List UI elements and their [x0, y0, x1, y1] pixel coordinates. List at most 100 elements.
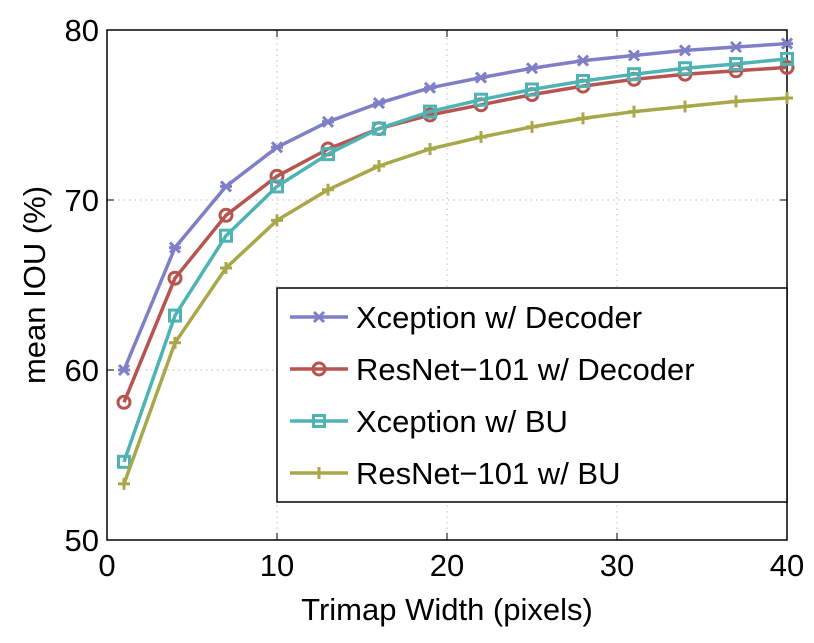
marker-plus — [313, 467, 325, 479]
marker-square — [270, 179, 284, 194]
marker-plus — [169, 336, 181, 349]
square-marker — [423, 104, 437, 119]
plus-marker — [475, 131, 487, 144]
star-marker — [219, 180, 233, 193]
series-group — [116, 37, 795, 490]
square-marker — [678, 61, 692, 76]
marker-circle — [311, 361, 327, 377]
marker-square — [321, 147, 335, 162]
marker-plus — [730, 95, 742, 108]
marker-square — [780, 51, 794, 66]
plus-marker — [118, 477, 130, 490]
star-marker — [576, 54, 590, 67]
x-tick-label: 10 — [260, 548, 294, 583]
star-marker — [321, 115, 335, 128]
marker-x-star — [312, 310, 326, 324]
plus-marker — [679, 100, 691, 113]
marker-plus — [118, 477, 130, 490]
y-tick-label: 50 — [65, 523, 99, 558]
marker-x-star — [525, 62, 539, 75]
y-tick-label: 70 — [65, 183, 99, 218]
marker-plus — [577, 112, 589, 125]
marker-x-star — [627, 49, 641, 62]
legend-label: Xception w/ Decoder — [356, 300, 642, 335]
marker-square — [372, 121, 386, 136]
x-tick-label: 20 — [430, 548, 464, 583]
plus-marker — [220, 262, 232, 274]
marker-square — [423, 104, 437, 119]
square-marker — [525, 82, 539, 97]
legend-entry: ResNet−101 w/ BU — [290, 456, 620, 491]
plus-marker — [730, 95, 742, 108]
marker-square — [678, 61, 692, 76]
axis-ticks: 0 10 20 30 40 50 60 70 80 — [65, 13, 805, 583]
series-line — [122, 65, 788, 403]
marker-x-star — [219, 180, 233, 193]
plus-marker — [424, 143, 436, 155]
marker-x-star — [168, 241, 182, 254]
star-marker — [372, 97, 386, 110]
marker-plus — [781, 92, 793, 104]
series-4 — [118, 92, 793, 490]
square-marker — [372, 121, 386, 136]
square-marker — [168, 308, 182, 323]
star-marker — [312, 310, 326, 324]
marker-square — [525, 82, 539, 97]
plus-marker — [526, 120, 538, 133]
marker-x-star — [117, 363, 131, 377]
square-marker — [729, 57, 743, 71]
legend-entry: Xception w/ BU — [290, 404, 568, 439]
star-marker — [627, 49, 641, 62]
star-marker — [780, 37, 794, 50]
plus-marker — [271, 214, 283, 227]
square-marker — [312, 414, 326, 428]
marker-x-star — [576, 54, 590, 67]
marker-square — [117, 454, 131, 469]
square-marker — [270, 179, 284, 194]
square-marker — [576, 74, 590, 88]
marker-x-star — [729, 40, 743, 54]
square-marker — [321, 147, 335, 162]
square-marker — [780, 51, 794, 66]
marker-x-star — [423, 81, 437, 94]
star-marker — [423, 81, 437, 94]
circle-marker — [218, 207, 234, 223]
star-marker — [525, 62, 539, 75]
star-marker — [270, 141, 284, 154]
marker-x-star — [780, 37, 794, 50]
marker-plus — [220, 262, 232, 274]
series-line — [122, 41, 788, 371]
star-marker — [168, 241, 182, 254]
marker-square — [219, 228, 233, 243]
legend-entry: Xception w/ Decoder — [290, 300, 642, 335]
star-marker — [729, 40, 743, 54]
legend-entry: ResNet−101 w/ Decoder — [290, 352, 695, 387]
marker-square — [474, 92, 488, 107]
x-tick-label: 0 — [98, 548, 115, 583]
plus-marker — [781, 92, 793, 104]
marker-plus — [526, 120, 538, 133]
plus-marker — [169, 336, 181, 349]
series-line — [122, 57, 788, 463]
square-marker — [627, 67, 641, 82]
legend-label: Xception w/ BU — [356, 404, 568, 439]
plus-marker — [322, 183, 334, 196]
x-tick-label: 30 — [600, 548, 634, 583]
circle-marker — [779, 59, 795, 75]
plus-marker — [577, 112, 589, 125]
marker-square — [576, 74, 590, 88]
y-tick-label: 80 — [65, 13, 99, 48]
circle-marker — [167, 270, 183, 286]
marker-circle — [116, 394, 132, 410]
legend: Xception w/ Decoder ResNet−101 w/ Decoder… — [276, 287, 788, 503]
marker-x-star — [474, 71, 488, 84]
series-3 — [117, 51, 794, 469]
marker-circle — [167, 270, 183, 286]
marker-circle — [218, 207, 234, 223]
star-marker — [117, 363, 131, 377]
plus-marker — [313, 467, 325, 479]
marker-square — [168, 308, 182, 323]
marker-plus — [628, 105, 640, 118]
square-marker — [117, 454, 131, 469]
